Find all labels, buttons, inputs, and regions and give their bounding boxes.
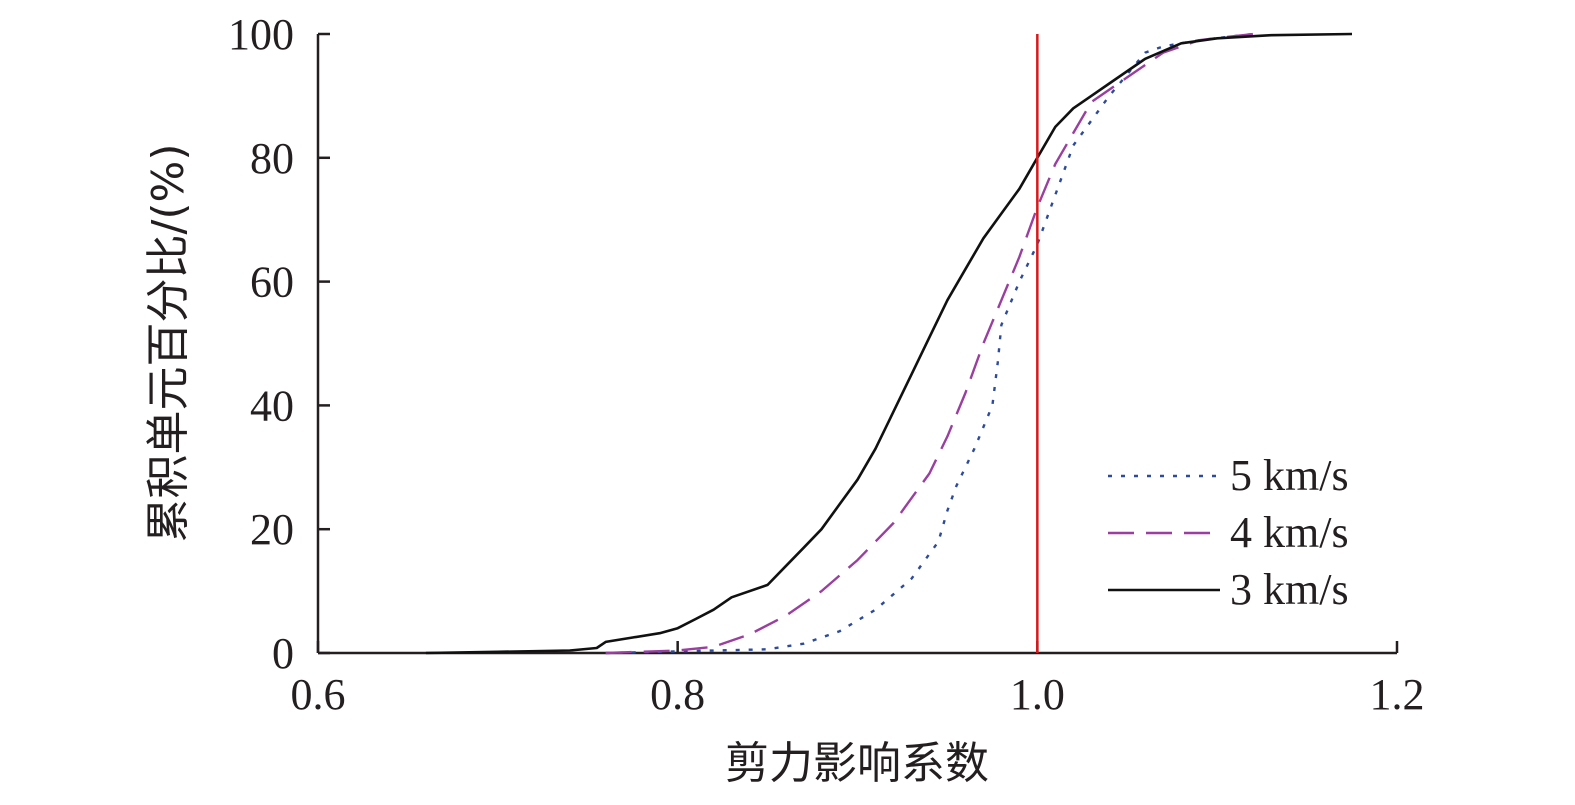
y-axis-title: 累积单元百分比/(%) [143,144,194,543]
legend-label: 4 km/s [1230,508,1349,557]
series-line-2 [425,32,1353,655]
y-tick-label: 100 [228,10,294,59]
y-tick-label: 60 [250,258,294,307]
y-tick-label: 80 [250,134,294,183]
y-tick-label: 20 [250,505,294,554]
legend-label: 3 km/s [1230,565,1349,614]
series-layer [425,32,1353,655]
x-tick-label: 1.0 [1010,670,1065,719]
x-tick-label: 0.6 [291,670,346,719]
series-line-0 [605,32,1254,655]
y-tick-label: 40 [250,381,294,430]
ticks: 0.6 0.8 1.0 1.2 0 20 40 60 80 100 [228,10,1425,719]
x-tick-label: 0.8 [650,670,705,719]
x-axis-title: 剪力影响系数 [725,738,989,789]
legend-label: 5 km/s [1230,451,1349,500]
y-tick-label: 0 [272,629,294,678]
series-line-1 [605,32,1254,655]
x-tick-label: 1.2 [1370,670,1425,719]
legend: 5 km/s 4 km/s 3 km/s [1108,451,1349,614]
